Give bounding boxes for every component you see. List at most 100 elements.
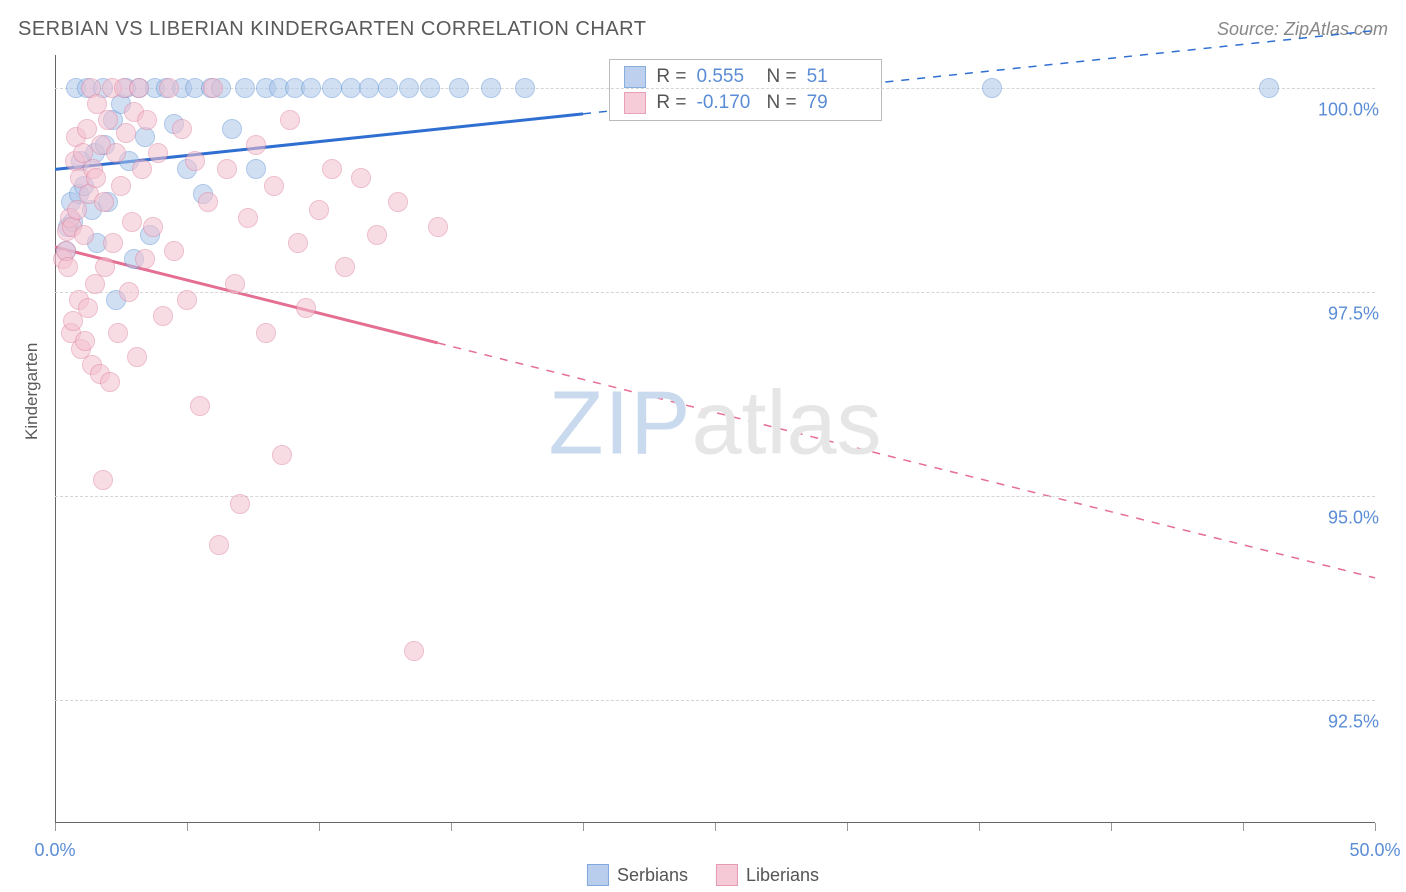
- legend-item: Serbians: [587, 864, 688, 886]
- data-point: [98, 110, 118, 130]
- data-point: [94, 192, 114, 212]
- stats-r-value: -0.170: [697, 92, 757, 114]
- data-point: [116, 123, 136, 143]
- y-tick-label: 100.0%: [1312, 99, 1379, 120]
- data-point: [122, 212, 142, 232]
- gridline-h: [55, 700, 1375, 701]
- trend-line-dashed: [438, 343, 1375, 578]
- x-tick-mark: [1375, 823, 1376, 831]
- data-point: [190, 396, 210, 416]
- data-point: [108, 323, 128, 343]
- stats-n-value: 51: [807, 66, 867, 88]
- data-point: [280, 110, 300, 130]
- data-point: [153, 306, 173, 326]
- data-point: [93, 470, 113, 490]
- data-point: [100, 372, 120, 392]
- series-swatch: [624, 66, 646, 88]
- x-tick-mark: [319, 823, 320, 831]
- data-point: [351, 168, 371, 188]
- data-point: [481, 78, 501, 98]
- gridline-h: [55, 292, 1375, 293]
- data-point: [256, 323, 276, 343]
- data-point: [58, 257, 78, 277]
- legend-swatch: [716, 864, 738, 886]
- x-tick-label: 50.0%: [1349, 840, 1400, 861]
- legend-item: Liberians: [716, 864, 819, 886]
- data-point: [209, 535, 229, 555]
- x-tick-mark: [979, 823, 980, 831]
- chart-container: SERBIAN VS LIBERIAN KINDERGARTEN CORRELA…: [0, 0, 1406, 892]
- data-point: [222, 119, 242, 139]
- data-point: [378, 78, 398, 98]
- x-tick-mark: [187, 823, 188, 831]
- data-point: [225, 274, 245, 294]
- stats-r-label: R =: [656, 66, 686, 88]
- data-point: [74, 225, 94, 245]
- data-point: [111, 176, 131, 196]
- y-tick-label: 97.5%: [1322, 303, 1379, 324]
- data-point: [67, 200, 87, 220]
- x-tick-mark: [1243, 823, 1244, 831]
- data-point: [428, 217, 448, 237]
- stats-row: R = -0.170 N = 79: [624, 92, 866, 114]
- stats-r-label: R =: [656, 92, 686, 114]
- data-point: [335, 257, 355, 277]
- data-point: [238, 208, 258, 228]
- data-point: [148, 143, 168, 163]
- x-tick-mark: [1111, 823, 1112, 831]
- stats-r-value: 0.555: [697, 66, 757, 88]
- data-point: [132, 159, 152, 179]
- data-point: [127, 347, 147, 367]
- data-point: [1259, 78, 1279, 98]
- data-point: [388, 192, 408, 212]
- data-point: [420, 78, 440, 98]
- data-point: [404, 641, 424, 661]
- data-point: [95, 257, 115, 277]
- data-point: [185, 151, 205, 171]
- data-point: [75, 331, 95, 351]
- data-point: [177, 290, 197, 310]
- data-point: [106, 143, 126, 163]
- x-tick-mark: [55, 823, 56, 831]
- data-point: [103, 233, 123, 253]
- data-point: [129, 78, 149, 98]
- gridline-h: [55, 496, 1375, 497]
- data-point: [341, 78, 361, 98]
- x-tick-mark: [583, 823, 584, 831]
- series-swatch: [624, 92, 646, 114]
- data-point: [399, 78, 419, 98]
- y-axis-label: Kindergarten: [22, 343, 42, 440]
- source-label: Source: ZipAtlas.com: [1217, 19, 1388, 40]
- x-tick-label: 0.0%: [34, 840, 75, 861]
- data-point: [78, 298, 98, 318]
- stats-box: R = 0.555 N = 51 R = -0.170 N = 79: [609, 59, 881, 121]
- y-tick-label: 95.0%: [1322, 508, 1379, 529]
- data-point: [272, 445, 292, 465]
- data-point: [77, 119, 97, 139]
- data-point: [119, 282, 139, 302]
- data-point: [246, 135, 266, 155]
- chart-title: SERBIAN VS LIBERIAN KINDERGARTEN CORRELA…: [18, 18, 646, 41]
- x-tick-mark: [451, 823, 452, 831]
- y-axis-line: [55, 55, 56, 823]
- x-tick-mark: [847, 823, 848, 831]
- data-point: [322, 159, 342, 179]
- legend-swatch: [587, 864, 609, 886]
- watermark: ZIPatlas: [548, 372, 881, 475]
- data-point: [135, 249, 155, 269]
- stats-n-label: N =: [767, 66, 797, 88]
- data-point: [86, 168, 106, 188]
- data-point: [230, 494, 250, 514]
- data-point: [309, 200, 329, 220]
- stats-n-label: N =: [767, 92, 797, 114]
- data-point: [515, 78, 535, 98]
- data-point: [164, 241, 184, 261]
- data-point: [301, 78, 321, 98]
- legend: Serbians Liberians: [587, 864, 819, 886]
- chart-header: SERBIAN VS LIBERIAN KINDERGARTEN CORRELA…: [18, 18, 1388, 41]
- stats-n-value: 79: [807, 92, 867, 114]
- watermark-atlas: atlas: [691, 373, 881, 473]
- data-point: [367, 225, 387, 245]
- y-tick-label: 92.5%: [1322, 712, 1379, 733]
- data-point: [217, 159, 237, 179]
